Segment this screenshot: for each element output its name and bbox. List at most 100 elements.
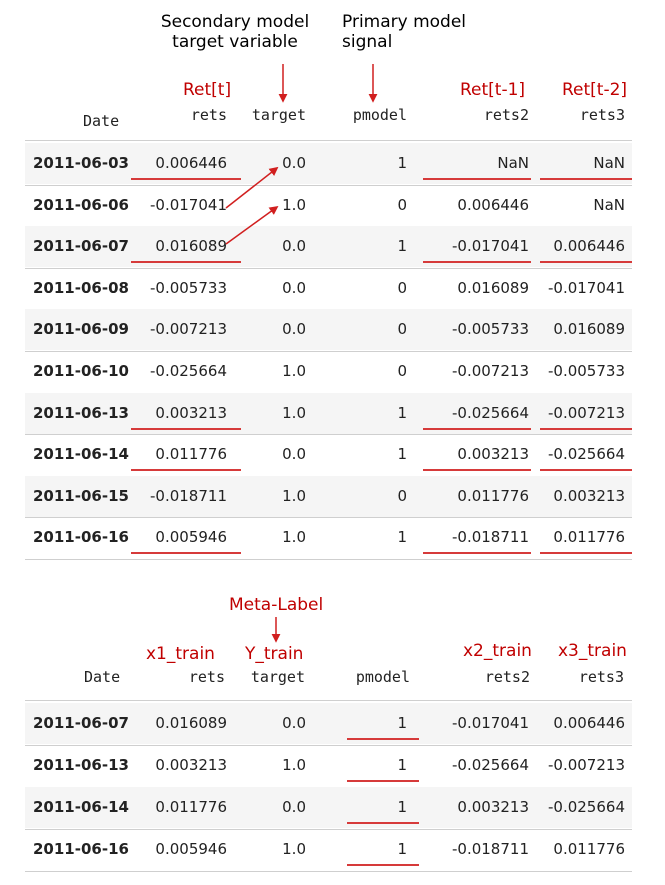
target-cell: 0.0 (282, 445, 306, 464)
annotation-line: target variable (172, 32, 298, 53)
pmodel-cell: 1 (397, 528, 407, 547)
column-header-rets2: rets2 (483, 106, 529, 124)
target-cell: 1.0 (282, 486, 306, 505)
rets2-cell: -0.025664 (452, 403, 529, 422)
row-divider (25, 745, 632, 746)
table-row (25, 226, 632, 268)
rets2-cell: -0.017041 (452, 237, 529, 256)
date-cell: 2011-06-07 (33, 237, 129, 256)
rets2-cell: 0.003213 (457, 798, 529, 816)
column-header-rets2: rets2 (484, 668, 530, 686)
rets3-cell: -0.025664 (548, 445, 625, 464)
date-cell: 2011-06-14 (33, 798, 129, 816)
date-cell: 2011-06-13 (33, 403, 129, 422)
rets-cell: 0.006446 (155, 154, 227, 172)
target-cell: 1.0 (282, 528, 306, 547)
pmodel-cell: 1 (397, 798, 407, 816)
date-cell: 2011-06-10 (33, 362, 129, 380)
rets2-cell: -0.005733 (452, 320, 529, 339)
rets3-cell: -0.007213 (548, 403, 625, 422)
rets-cell: 0.003213 (155, 756, 227, 774)
pmodel-cell: 1 (397, 154, 407, 172)
highlight-underline (131, 427, 241, 430)
rets2-cell: 0.011776 (457, 486, 529, 505)
pmodel-cell: 0 (397, 362, 407, 380)
rets2-cell: 0.016089 (457, 278, 529, 297)
column-header-rets: rets (190, 106, 227, 124)
meta-label-annotation: Meta-Label (229, 595, 324, 615)
highlight-underline (423, 552, 531, 555)
row-divider (25, 184, 632, 186)
pmodel-cell: 0 (397, 278, 407, 297)
column-header-date: Date (84, 668, 121, 686)
rets3-cell: -0.005733 (548, 362, 625, 380)
secondary-model-annotation: Secondary model target variable (150, 12, 320, 53)
rets-cell: -0.025664 (150, 362, 227, 380)
highlight-underline (347, 864, 419, 866)
date-cell: 2011-06-14 (33, 445, 129, 464)
rets3-cell: 0.006446 (553, 237, 625, 256)
target-cell: 0.0 (282, 714, 306, 732)
rets-cell: 0.005946 (155, 840, 227, 858)
target-cell: 0.0 (282, 320, 306, 339)
date-cell: 2011-06-13 (33, 756, 129, 774)
rets-cell: -0.018711 (150, 486, 227, 505)
rets-cell: -0.007213 (150, 320, 227, 339)
highlight-underline (347, 780, 419, 782)
highlight-underline (131, 469, 241, 472)
column-header-rets3: rets3 (578, 668, 624, 686)
highlight-underline (540, 469, 632, 472)
table-row (25, 392, 632, 434)
date-cell: 2011-06-07 (33, 714, 129, 732)
rets-cell: 0.011776 (155, 445, 227, 464)
pmodel-cell: 1 (397, 403, 407, 422)
row-divider (25, 517, 632, 519)
ret-t1-label: Ret[t-1] (460, 80, 526, 100)
rets2-cell: -0.007213 (452, 362, 529, 380)
highlight-underline (540, 261, 632, 264)
x3-train-label: x3_train (558, 641, 627, 661)
annotation-line: Primary model (342, 12, 467, 32)
rets-cell: 0.003213 (155, 403, 227, 422)
rets3-cell: 0.003213 (553, 486, 625, 505)
rets2-cell: NaN (497, 154, 529, 172)
date-cell: 2011-06-06 (33, 195, 129, 214)
rets3-cell: 0.006446 (553, 714, 625, 732)
rets3-cell: -0.017041 (548, 278, 625, 297)
pmodel-cell: 1 (397, 756, 407, 774)
table-row (25, 309, 632, 351)
primary-model-annotation: Primary model signal (342, 12, 466, 53)
target-cell: 0.0 (282, 278, 306, 297)
column-header-rets3: rets3 (579, 106, 625, 124)
rets-cell: 0.011776 (155, 798, 227, 816)
rets3-cell: 0.011776 (553, 528, 625, 547)
highlight-underline (423, 469, 531, 472)
highlight-underline (423, 427, 531, 430)
target-cell: 1.0 (282, 195, 306, 214)
ret-t2-label: Ret[t-2] (562, 80, 628, 100)
rets-cell: 0.016089 (155, 714, 227, 732)
target-cell: 1.0 (282, 840, 306, 858)
rets2-cell: -0.025664 (452, 756, 529, 774)
table-row (25, 787, 632, 828)
date-cell: 2011-06-16 (33, 528, 129, 547)
column-header-rets: rets (188, 668, 225, 686)
rets2-cell: -0.018711 (452, 840, 529, 858)
row-divider (25, 829, 632, 830)
pmodel-cell: 1 (397, 237, 407, 256)
highlight-underline (423, 178, 531, 180)
annotation-line: signal (342, 32, 393, 53)
rets3-cell: NaN (593, 195, 625, 214)
row-divider (25, 871, 632, 872)
date-cell: 2011-06-15 (33, 486, 129, 505)
x2-train-label: x2_train (463, 641, 532, 661)
target-cell: 1.0 (282, 362, 306, 380)
column-header-target: target (251, 106, 306, 124)
pmodel-cell: 0 (397, 320, 407, 339)
column-header-date: Date (83, 112, 120, 130)
rets3-cell: 0.011776 (553, 840, 625, 858)
rets3-cell: -0.007213 (548, 756, 625, 774)
pmodel-cell: 0 (397, 486, 407, 505)
target-cell: 1.0 (282, 403, 306, 422)
table-row (25, 475, 632, 517)
